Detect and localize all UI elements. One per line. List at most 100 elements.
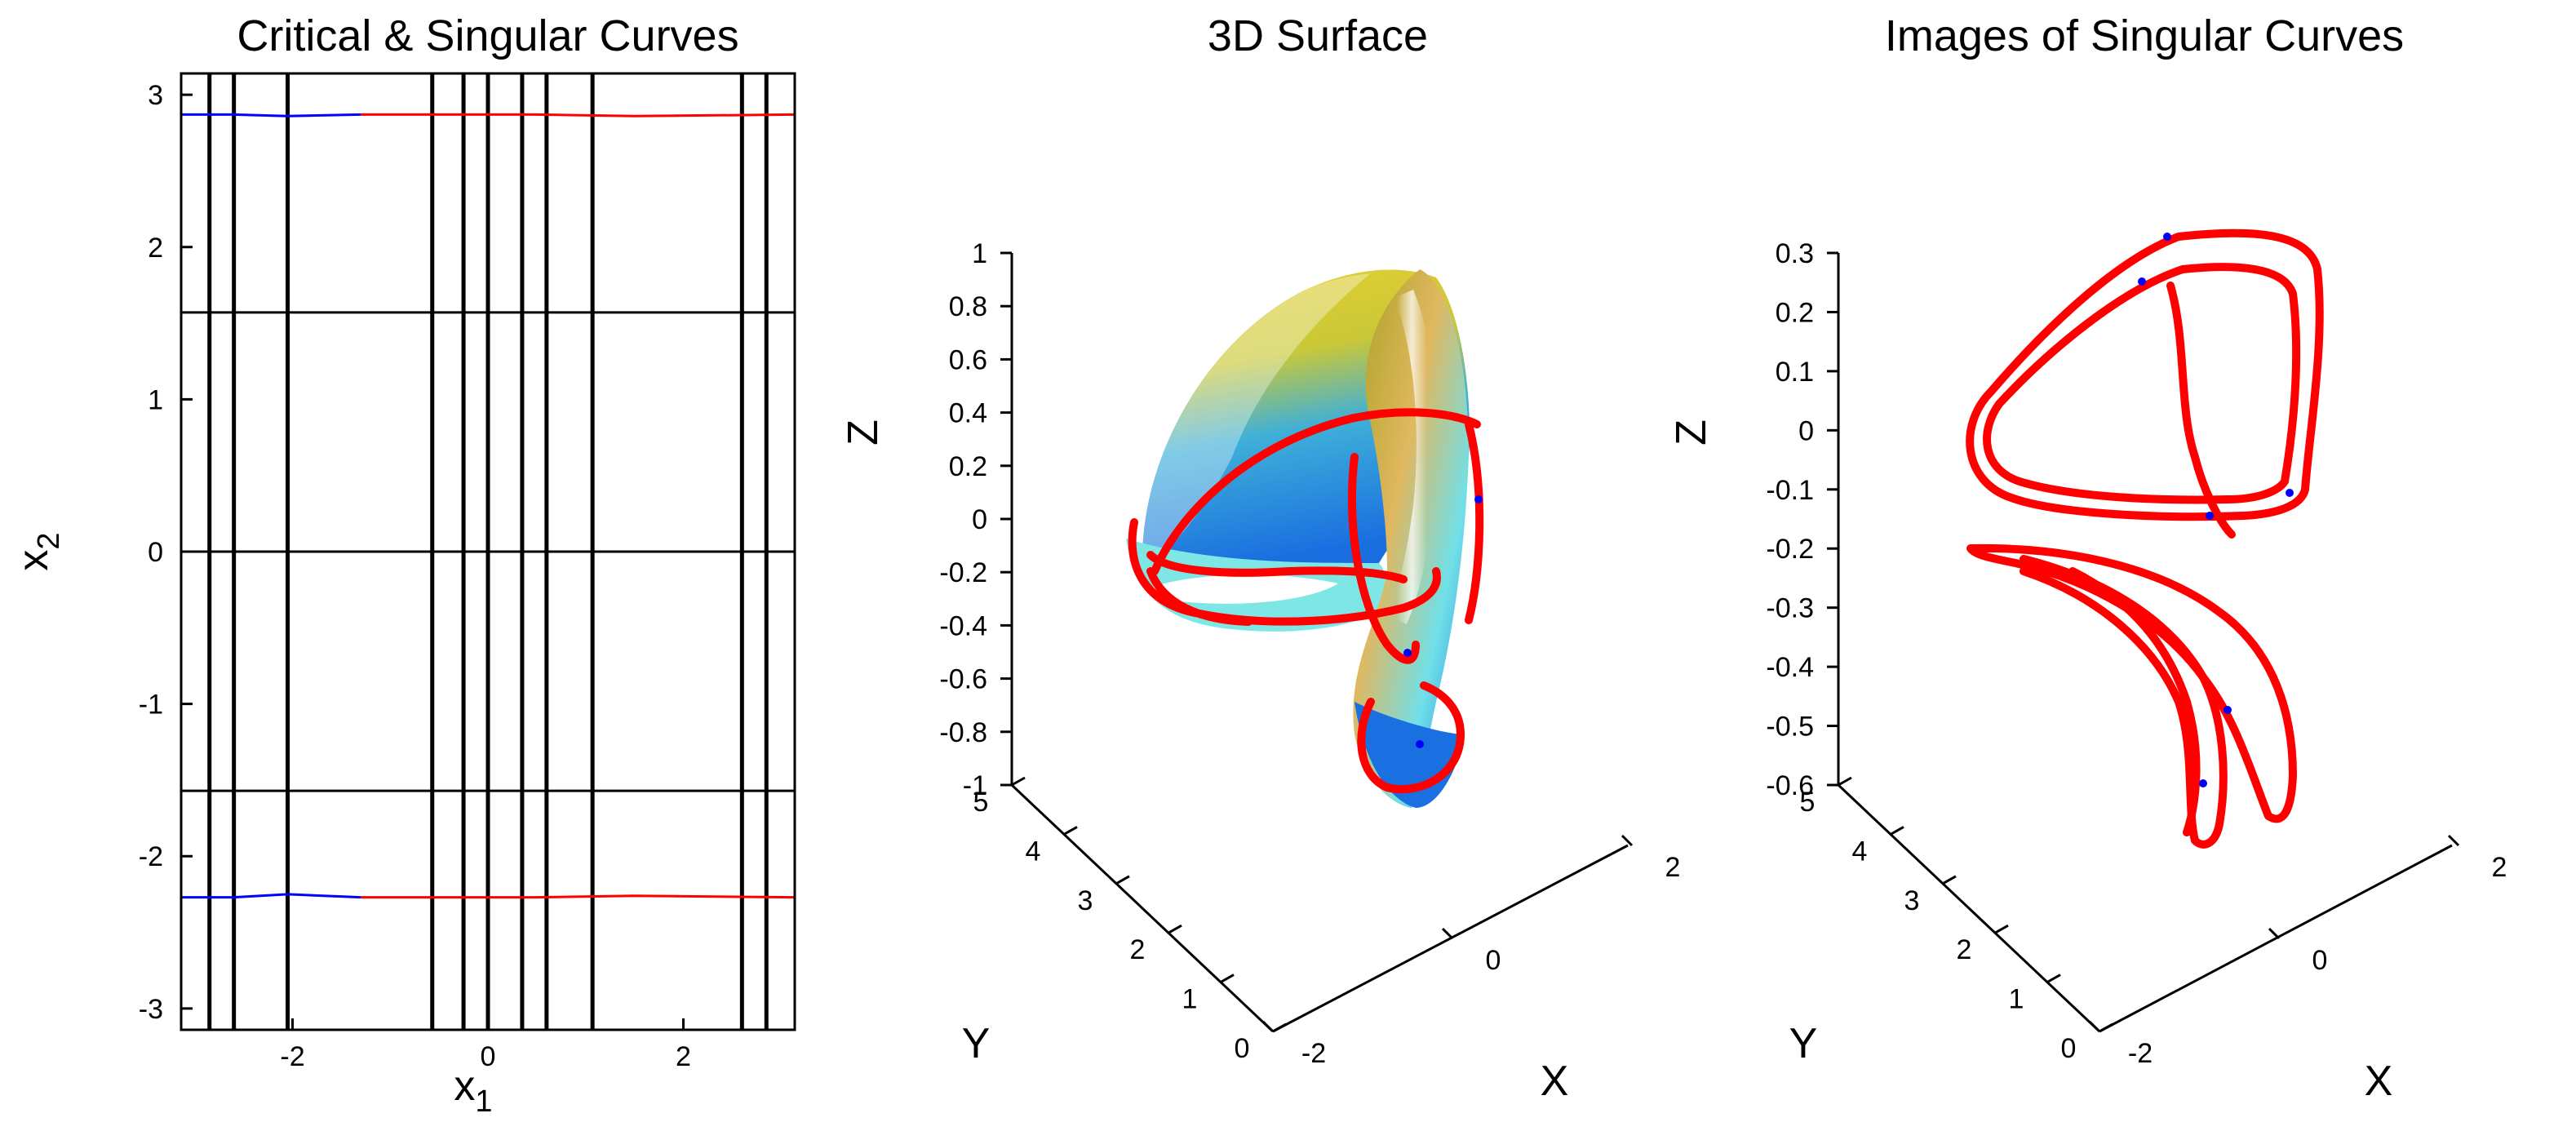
panel1-title: Critical & Singular Curves — [237, 11, 738, 60]
y-tick-label: 3 — [1078, 885, 1093, 916]
z-tick-label: 0 — [972, 504, 987, 535]
surface-highlight — [1142, 273, 1371, 571]
panel3-y-axis — [1837, 783, 2101, 1033]
y-tick-label: 4 — [1026, 836, 1041, 867]
panel2-z-label: Z — [840, 419, 887, 446]
y-tick-label: 3 — [1904, 885, 1920, 916]
z-tick-label: 0.3 — [1776, 238, 1814, 269]
panel1-x-label: x1 — [454, 1062, 492, 1119]
surface-curve-loop-lower — [1146, 567, 1253, 626]
y-tick-mark — [1890, 826, 1904, 836]
image-upper-spine — [2166, 282, 2236, 539]
y-tick-mark — [1063, 826, 1078, 836]
panel3-z-ticks: 0.3 0.2 0.1 0 -0.1 -0.2 -0.3 -0.4 -0.5 -0.6 — [1766, 238, 1838, 801]
y-tick-mark — [1168, 924, 1182, 934]
y-tick-label: 4 — [1852, 836, 1868, 867]
panel-critical-singular: Critical & Singular Curves -2 0 2 -3 -2 -1 0 1… — [10, 11, 796, 1119]
z-tick-label: 0.4 — [949, 398, 987, 429]
z-tick-label: 1 — [972, 238, 987, 269]
panel2-z-ticks: 1 0.8 0.6 0.4 0.2 0 -0.2 -0.4 -0.6 -0.8 -1 — [939, 238, 1012, 801]
y-tick-mark — [1272, 1022, 1287, 1033]
x-tick-label: 0 — [481, 1041, 496, 1072]
singular-images — [1966, 228, 2324, 849]
z-tick-label: 0.2 — [1776, 297, 1814, 328]
panel3-x-label: X — [2365, 1058, 2393, 1105]
y-tick-label: 5 — [973, 787, 989, 818]
y-tick-mark — [1011, 776, 1026, 787]
panel2-x-label: X — [1541, 1058, 1569, 1105]
z-tick-label: 0 — [1798, 415, 1814, 446]
panel2-x-axis — [1272, 844, 1629, 1033]
panel2-y-ticks: 0 1 2 3 4 5 — [973, 776, 1287, 1064]
singular-curve — [361, 894, 796, 899]
image-curve-point — [2286, 489, 2294, 497]
z-tick-label: -0.4 — [939, 610, 987, 641]
image-curve-point — [2224, 706, 2232, 714]
x-tick-label: -2 — [280, 1041, 304, 1072]
image-lower-spine — [2068, 567, 2201, 836]
singular-curve — [181, 113, 361, 118]
x-tick-mark — [2447, 834, 2460, 847]
x-tick-mark — [2268, 927, 2281, 940]
y-tick-label: 2 — [1130, 934, 1146, 965]
surface-curve-arc — [1151, 408, 1481, 575]
surface-singular-curves — [1128, 408, 1484, 794]
x-tick-label: 2 — [1665, 852, 1681, 883]
x-tick-label: 0 — [2312, 945, 2328, 976]
y-tick-label: 2 — [1957, 934, 1972, 965]
panel1-x-ticks: -2 0 2 — [280, 1018, 691, 1072]
panel2-x-ticks: -2 0 2 — [1261, 834, 1681, 1069]
y-tick-label: 0 — [148, 537, 163, 568]
surface-curve-bottom-loop — [1357, 681, 1465, 794]
panel3-y-ticks: 0 1 2 3 4 5 — [1800, 776, 2113, 1064]
x-tick-label: -2 — [1301, 1038, 1326, 1069]
x-tick-label: -2 — [2128, 1038, 2153, 1069]
z-tick-label: -0.1 — [1766, 475, 1814, 506]
image-curve-point — [2138, 277, 2146, 286]
image-curve-point — [2199, 779, 2207, 787]
y-tick-mark — [1994, 924, 2009, 934]
y-tick-mark — [1838, 776, 1852, 787]
panel3-y-label: Y — [1789, 1020, 1818, 1067]
panel1-y-ticks: -3 -2 -1 0 1 2 3 — [139, 80, 193, 1025]
y-tick-label: -2 — [139, 841, 163, 872]
panel3-x-axis — [2099, 844, 2453, 1033]
surface-curve-loop-outer — [1128, 518, 1441, 626]
y-tick-mark — [1942, 875, 1957, 885]
y-tick-label: 1 — [1182, 984, 1198, 1015]
x-tick-mark — [2088, 1020, 2101, 1033]
panel2-title: 3D Surface — [1208, 11, 1428, 60]
surface-curve-fin-left — [1347, 453, 1420, 664]
critical-lines — [181, 73, 795, 1030]
panel3-z-label: Z — [1668, 419, 1715, 446]
panel3-title: Images of Singular Curves — [1885, 11, 2404, 60]
z-tick-label: -1 — [963, 770, 987, 801]
surface-curve-loop-inner — [1146, 551, 1408, 583]
y-tick-mark — [2046, 974, 2061, 983]
z-tick-label: -0.4 — [1766, 652, 1814, 683]
x-tick-mark — [1441, 927, 1454, 940]
z-tick-label: -0.5 — [1766, 712, 1814, 743]
panel3-x-ticks: -2 0 2 — [2088, 834, 2507, 1069]
z-tick-label: 0.8 — [949, 291, 987, 322]
surface — [1126, 269, 1470, 808]
y-tick-label: -1 — [139, 690, 163, 721]
z-tick-label: -0.2 — [939, 557, 987, 588]
panel-3d-surface: 3D Surface 1 0.8 0.6 0.4 0.2 0 -0.2 -0.4 -0.6 -0.… — [840, 11, 1680, 1105]
z-tick-label: -0.6 — [939, 664, 987, 695]
surface-curve-point — [1474, 495, 1483, 503]
panel2-y-label: Y — [962, 1020, 991, 1067]
image-upper-loop-inner — [1983, 263, 2301, 504]
x-tick-label: 2 — [676, 1041, 691, 1072]
y-tick-mark — [1115, 875, 1130, 885]
singular-curve — [361, 113, 796, 118]
image-lower-loop-inner — [2020, 555, 2228, 849]
z-tick-label: 0.1 — [1776, 357, 1814, 388]
y-tick-label: 0 — [2061, 1033, 2077, 1064]
image-curve-points — [2138, 233, 2294, 787]
y-tick-label: 5 — [1800, 787, 1816, 818]
z-tick-label: -0.3 — [1766, 593, 1814, 624]
singular-curve — [181, 893, 361, 899]
surface-curve-fin-right — [1465, 420, 1484, 624]
